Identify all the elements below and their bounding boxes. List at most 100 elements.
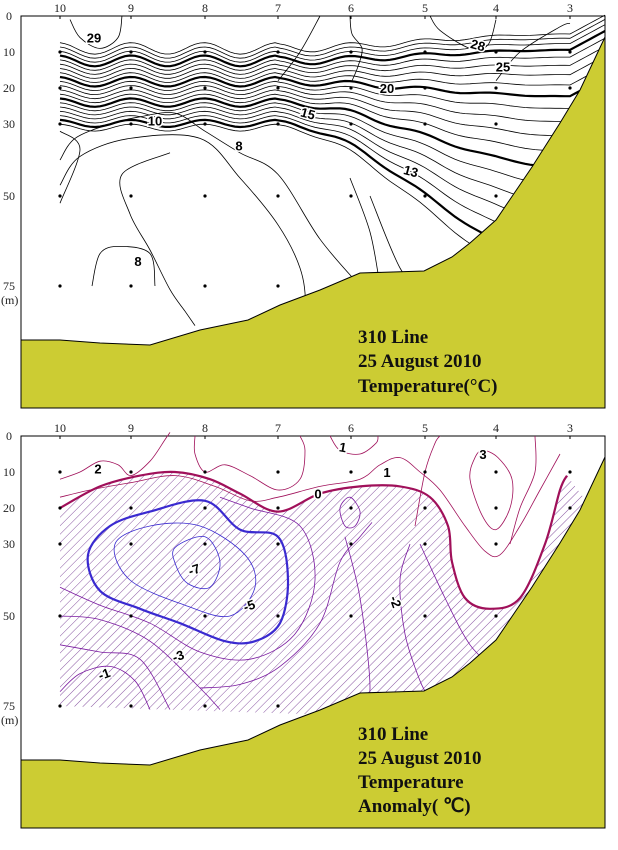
- station-label: 4: [493, 421, 499, 435]
- contour-label: 25: [496, 59, 510, 74]
- anomaly-contour: [414, 435, 441, 527]
- sample-point: [494, 614, 498, 618]
- isotherm: [495, 22, 571, 82]
- anomaly-contour: [59, 432, 171, 480]
- title-line-3: Temperature(°C): [358, 376, 498, 397]
- anomaly-contour: [339, 496, 361, 529]
- anomaly-contour: [199, 522, 373, 689]
- depth-label: 30: [3, 117, 15, 131]
- station-label: 4: [493, 1, 499, 15]
- isotherm: [349, 15, 363, 81]
- sample-point: [349, 542, 353, 546]
- temperature-panel: 10 9 8 7 6 5 4 3 0 10 20 30 50 75 29 28 25 20 15 10 8 13 8 3…: [1, 1, 606, 409]
- sample-point: [129, 284, 133, 288]
- station-label: 5: [422, 421, 428, 435]
- title-line-4: Anomaly( ℃): [358, 796, 471, 817]
- sample-point: [276, 86, 280, 90]
- sample-point: [58, 86, 62, 90]
- sample-point: [423, 614, 427, 618]
- sample-point: [58, 542, 62, 546]
- sample-point: [129, 122, 133, 126]
- sample-point: [349, 86, 353, 90]
- contour-label: 8: [134, 254, 141, 269]
- anomaly-contour: [113, 522, 257, 618]
- station-label: 3: [567, 1, 573, 15]
- depth-ticks: 0 10 20 30 50 75: [3, 429, 15, 713]
- sample-point: [423, 50, 427, 54]
- isotherm-major: [59, 97, 605, 169]
- sample-point: [58, 470, 62, 474]
- isotherm-major: [59, 30, 606, 68]
- contour-label: 1: [383, 465, 390, 480]
- isotherm: [59, 55, 606, 79]
- isotherm: [119, 152, 196, 326]
- sample-point: [494, 122, 498, 126]
- sample-point: [203, 704, 207, 708]
- sample-point: [349, 50, 353, 54]
- sample-point: [203, 86, 207, 90]
- sample-point: [203, 194, 207, 198]
- sample-point: [349, 470, 353, 474]
- sample-point: [203, 470, 207, 474]
- sample-point: [203, 506, 207, 510]
- contour-labels: 2 11 30-7-5-3-2-1: [93, 438, 488, 685]
- depth-label: 0: [6, 9, 12, 23]
- isotherm: [69, 15, 123, 49]
- station-label: 10: [54, 421, 66, 435]
- station-label: 8: [202, 1, 208, 15]
- sample-point: [276, 506, 280, 510]
- sample-point: [568, 470, 572, 474]
- sample-point: [129, 50, 133, 54]
- sample-point: [494, 194, 498, 198]
- anomaly-contour: [193, 435, 306, 491]
- contour-label: 13: [402, 162, 420, 180]
- sample-point: [129, 614, 133, 618]
- sample-point: [349, 122, 353, 126]
- sample-point: [276, 542, 280, 546]
- sample-point: [58, 194, 62, 198]
- depth-label: 75: [3, 699, 15, 713]
- sample-point: [568, 506, 572, 510]
- sample-point: [58, 614, 62, 618]
- sample-point: [276, 284, 280, 288]
- sample-point: [58, 284, 62, 288]
- isotherm: [59, 102, 605, 186]
- isotherm: [59, 112, 361, 287]
- sample-point: [203, 50, 207, 54]
- depth-label: 10: [3, 45, 15, 59]
- sample-point: [568, 50, 572, 54]
- anomaly-contour: [469, 449, 514, 531]
- isotherm: [59, 80, 606, 109]
- depth-label: 10: [3, 465, 15, 479]
- depth-label: 30: [3, 537, 15, 551]
- anomaly-contour: [172, 535, 221, 590]
- station-label: 7: [275, 1, 281, 15]
- depth-label: 20: [3, 501, 15, 515]
- title-line-3: Temperature: [358, 772, 464, 793]
- title-line-1: 310 Line: [358, 724, 428, 745]
- contour-lines: [59, 14, 606, 334]
- isotherm: [59, 89, 605, 137]
- station-label: 7: [275, 421, 281, 435]
- isotherm: [59, 46, 606, 75]
- contour-label: 10: [148, 113, 162, 128]
- seabed-terrain: [20, 456, 606, 829]
- sample-point: [423, 122, 427, 126]
- sample-point: [203, 542, 207, 546]
- sample-point: [349, 194, 353, 198]
- anomaly-contour: [59, 644, 171, 710]
- contour-label: 3: [479, 447, 486, 462]
- anomaly-contour: [329, 435, 379, 455]
- depth-label: 20: [3, 81, 15, 95]
- sample-point: [276, 122, 280, 126]
- sample-point: [58, 506, 62, 510]
- sample-point: [58, 704, 62, 708]
- anomaly-contour: [59, 615, 221, 710]
- sample-point: [129, 470, 133, 474]
- isotherm: [429, 15, 497, 50]
- sample-point: [494, 542, 498, 546]
- sample-point: [276, 50, 280, 54]
- isotherm: [59, 93, 605, 152]
- sample-point: [203, 122, 207, 126]
